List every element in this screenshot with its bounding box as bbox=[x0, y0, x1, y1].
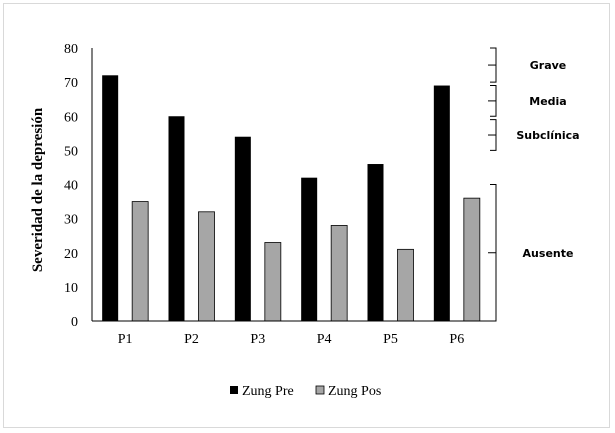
y-tick-label: 0 bbox=[71, 315, 78, 330]
x-tick-label: P6 bbox=[449, 332, 464, 347]
legend: Zung Pre Zung Pos bbox=[230, 384, 381, 399]
severity-label: Subclínica bbox=[516, 129, 579, 142]
legend-label: Zung Pre bbox=[242, 384, 294, 399]
x-tick-label: P1 bbox=[118, 332, 133, 347]
bar-zung-pos-p6 bbox=[463, 197, 481, 322]
y-tick-label: 30 bbox=[64, 213, 78, 228]
y-axis-label: Severidad de la depresión bbox=[30, 107, 46, 272]
x-tick-label: P2 bbox=[184, 332, 199, 347]
y-ticks: 0 10 20 30 40 50 60 70 80 bbox=[64, 42, 78, 330]
bar-zung-pre-p1 bbox=[102, 75, 119, 321]
y-tick-label: 50 bbox=[64, 144, 78, 159]
y-tick-label: 20 bbox=[64, 247, 78, 262]
severity-scale: Grave Media Subclínica Ausente bbox=[488, 47, 580, 322]
x-tick-label: P4 bbox=[317, 332, 332, 347]
severity-label: Grave bbox=[530, 59, 567, 72]
bar-zung-pos-p2 bbox=[198, 211, 215, 322]
x-ticks: P1 P2 P3 P4 P5 P6 bbox=[118, 332, 464, 347]
y-tick-label: 80 bbox=[64, 42, 78, 57]
bar-zung-pre-p6 bbox=[433, 85, 450, 321]
severity-label: Media bbox=[529, 95, 566, 108]
x-tick-label: P3 bbox=[250, 332, 265, 347]
bar-zung-pre-p2 bbox=[168, 116, 185, 321]
severity-label: Ausente bbox=[523, 247, 574, 260]
y-tick-label: 60 bbox=[64, 110, 78, 125]
legend-swatch bbox=[230, 386, 238, 394]
legend-label: Zung Pos bbox=[328, 384, 381, 399]
y-tick-label: 70 bbox=[64, 76, 78, 91]
x-tick-label: P5 bbox=[383, 332, 398, 347]
bar-zung-pos-p4 bbox=[330, 225, 348, 322]
y-tick-label: 40 bbox=[64, 179, 78, 194]
bars-layer bbox=[102, 75, 481, 322]
y-tick-label: 10 bbox=[64, 281, 78, 296]
bar-zung-pos-p5 bbox=[397, 248, 414, 322]
legend-swatch bbox=[315, 385, 325, 395]
bar-zung-pre-p5 bbox=[367, 164, 384, 321]
bar-zung-pos-p3 bbox=[264, 242, 282, 322]
bar-zung-pos-p1 bbox=[131, 201, 149, 322]
bar-zung-pre-p3 bbox=[234, 136, 251, 321]
bar-zung-pre-p4 bbox=[301, 177, 318, 321]
